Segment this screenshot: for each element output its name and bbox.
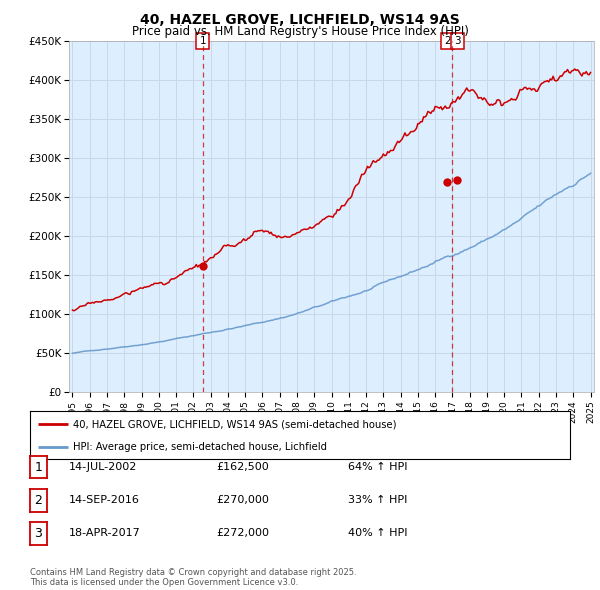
- Text: 64% ↑ HPI: 64% ↑ HPI: [348, 463, 407, 472]
- Text: 40% ↑ HPI: 40% ↑ HPI: [348, 529, 407, 538]
- Text: 2: 2: [34, 494, 43, 507]
- Text: £272,000: £272,000: [216, 529, 269, 538]
- Text: Price paid vs. HM Land Registry's House Price Index (HPI): Price paid vs. HM Land Registry's House …: [131, 25, 469, 38]
- Text: 3: 3: [454, 37, 461, 46]
- Text: 1: 1: [34, 461, 43, 474]
- Text: 2: 2: [444, 37, 451, 46]
- Text: 14-JUL-2002: 14-JUL-2002: [69, 463, 137, 472]
- Text: HPI: Average price, semi-detached house, Lichfield: HPI: Average price, semi-detached house,…: [73, 442, 327, 452]
- Text: £270,000: £270,000: [216, 496, 269, 505]
- Text: 33% ↑ HPI: 33% ↑ HPI: [348, 496, 407, 505]
- Text: 3: 3: [34, 527, 43, 540]
- Text: Contains HM Land Registry data © Crown copyright and database right 2025.
This d: Contains HM Land Registry data © Crown c…: [30, 568, 356, 587]
- Text: £162,500: £162,500: [216, 463, 269, 472]
- Text: 18-APR-2017: 18-APR-2017: [69, 529, 141, 538]
- Text: 1: 1: [199, 37, 206, 46]
- Text: 40, HAZEL GROVE, LICHFIELD, WS14 9AS (semi-detached house): 40, HAZEL GROVE, LICHFIELD, WS14 9AS (se…: [73, 419, 397, 429]
- Text: 14-SEP-2016: 14-SEP-2016: [69, 496, 140, 505]
- Text: 40, HAZEL GROVE, LICHFIELD, WS14 9AS: 40, HAZEL GROVE, LICHFIELD, WS14 9AS: [140, 13, 460, 27]
